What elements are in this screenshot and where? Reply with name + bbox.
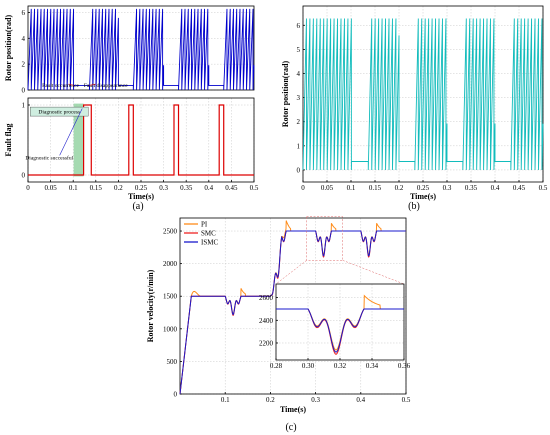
- tick-label-y: 1000: [163, 325, 178, 333]
- inset-axes: 0.28 0.30 0.32 0.34 0.36 2200 2400 2600: [259, 283, 411, 370]
- legend-label: ISMC: [201, 239, 218, 247]
- tick-label-x: 0.5: [539, 184, 548, 192]
- tick-label-y: 3: [297, 94, 301, 102]
- x-axis-label: Time(s): [410, 192, 436, 201]
- tick-label-y: 2500: [163, 228, 178, 236]
- x-axis-label: Time(s): [280, 405, 306, 414]
- legend-label: PI: [201, 221, 208, 229]
- tick-label-y: 2: [297, 118, 301, 126]
- series-rotor-position-line: [27, 8, 255, 91]
- tick-label-y: 0: [22, 172, 26, 180]
- tick-label-y: 6: [22, 9, 26, 17]
- tick-label-x: 0.15: [369, 184, 382, 192]
- tick-label-y: 1500: [163, 293, 178, 301]
- tick-label-y: 0: [297, 166, 301, 174]
- tick-label-x: 0.2: [395, 184, 404, 192]
- tick-label-y: 4: [22, 35, 26, 43]
- tick-label-x: 0.05: [44, 184, 57, 192]
- inset-series-ismc-line: [276, 308, 404, 353]
- tick-label-x: 0.30: [302, 362, 315, 370]
- tick-label-x: 0.28: [270, 362, 283, 370]
- tick-label-x: 0.4: [491, 184, 500, 192]
- tick-label-x: 0: [26, 184, 30, 192]
- inset-background: [276, 284, 404, 360]
- tick-label-x: 0.1: [221, 396, 230, 404]
- x-axis-label: Time(s): [128, 192, 154, 201]
- tick-label-y: 5: [297, 46, 301, 54]
- tick-label-x: 0: [301, 184, 305, 192]
- panel-a-bottom-fault-flag: 0 0.05 0.1 0.15 0.2 0.25 0.3 0.35 0.4 0.45 0.5 0 1 Ti…: [4, 97, 259, 201]
- series-fault-flag-line: [28, 104, 254, 176]
- y-axis-label: Rotor position(rad): [4, 15, 13, 82]
- tick-label-x: 0.35: [180, 184, 193, 192]
- zoom-connector: [342, 260, 405, 285]
- tick-label-x: 0.45: [513, 184, 526, 192]
- tick-label-x: 0.3: [311, 396, 320, 404]
- panel-b-rotor-position: 0 0.05 0.1 0.15 0.2 0.25 0.3 0.35 0.4 0.45 0.5 0 1 2 3…: [281, 5, 548, 201]
- annotation-diagnostic-successful: Diagnostic successful: [25, 155, 73, 162]
- tick-label-x: 0.5: [402, 396, 411, 404]
- annotation-fault-disappearance: Fault disappearance: [84, 83, 128, 89]
- y-axis-label: Rotor velocity(r/min): [146, 269, 155, 342]
- tick-label-y: 2: [22, 61, 26, 69]
- tick-label-y: 4: [297, 70, 301, 78]
- tick-label-y: 0: [22, 87, 26, 95]
- tick-label-x: 0.25: [135, 184, 148, 192]
- tick-label-y: 2200: [259, 339, 274, 347]
- tick-label-y: 2400: [259, 317, 274, 325]
- tick-label-x: 0.32: [334, 362, 347, 370]
- tick-label-x: 0.05: [321, 184, 334, 192]
- tick-label-x: 0.3: [443, 184, 452, 192]
- series-rotor-position-line: [302, 18, 544, 170]
- tick-label-x: 0.4: [356, 396, 365, 404]
- tick-label-x: 0.1: [69, 184, 78, 192]
- zoom-region: [306, 216, 343, 261]
- y-axis-label: Rotor position(rad): [281, 61, 290, 128]
- tick-label-y: 0: [174, 391, 178, 399]
- caption-a: (a): [132, 201, 143, 212]
- axes-frame: [179, 217, 407, 395]
- arrow-diagnostic-successful: [59, 108, 83, 156]
- tick-label-x: 0.2: [266, 396, 275, 404]
- tick-label-x: 0.25: [417, 184, 430, 192]
- panel-c-rotor-velocity: 0.1 0.2 0.3 0.4 0.5 0 500 1000 1500 2000 2500 Time(…: [146, 216, 411, 414]
- tick-label-x: 0.34: [366, 362, 379, 370]
- tick-label-y: 2000: [163, 260, 178, 268]
- arrow-fault-occurrence: [68, 83, 74, 86]
- series-ismc-line: [179, 230, 406, 395]
- diagnostic-process-shading: [73, 103, 84, 177]
- tick-label-y: 1: [297, 142, 301, 150]
- tick-label-y: 2600: [259, 294, 274, 302]
- tick-label-x: 0.15: [90, 184, 103, 192]
- tick-label-y: 500: [167, 358, 178, 366]
- tick-label-x: 0.1: [347, 184, 356, 192]
- annotation-diagnostic-process: Diagnostic process: [38, 110, 80, 116]
- zoom-connector: [275, 260, 307, 285]
- tick-label-y: 6: [297, 22, 301, 30]
- y-axis-label: Fault flag: [4, 123, 13, 156]
- tick-label-y: 1: [22, 102, 26, 110]
- tick-label-x: 0.45: [225, 184, 238, 192]
- arrow-fault-disappearance: [89, 83, 96, 86]
- caption-b: (b): [408, 201, 420, 212]
- tick-label-x: 0.4: [204, 184, 213, 192]
- panel-a-top-rotor-position: 0 2 4 6 Rotor position(rad) Fault occurrence F…: [4, 5, 255, 95]
- tick-label-x: 0.35: [465, 184, 478, 192]
- annotation-fault-occurrence: Fault occurrence: [42, 83, 79, 89]
- annotation-box: [30, 106, 89, 117]
- legend-label: SMC: [201, 230, 216, 238]
- caption-c: (c): [285, 422, 296, 433]
- tick-label-x: 0.2: [114, 184, 123, 192]
- axes-frame: [27, 5, 255, 91]
- tick-label-x: 0.5: [250, 184, 259, 192]
- tick-label-x: 0.3: [159, 184, 168, 192]
- tick-label-x: 0.36: [398, 362, 411, 370]
